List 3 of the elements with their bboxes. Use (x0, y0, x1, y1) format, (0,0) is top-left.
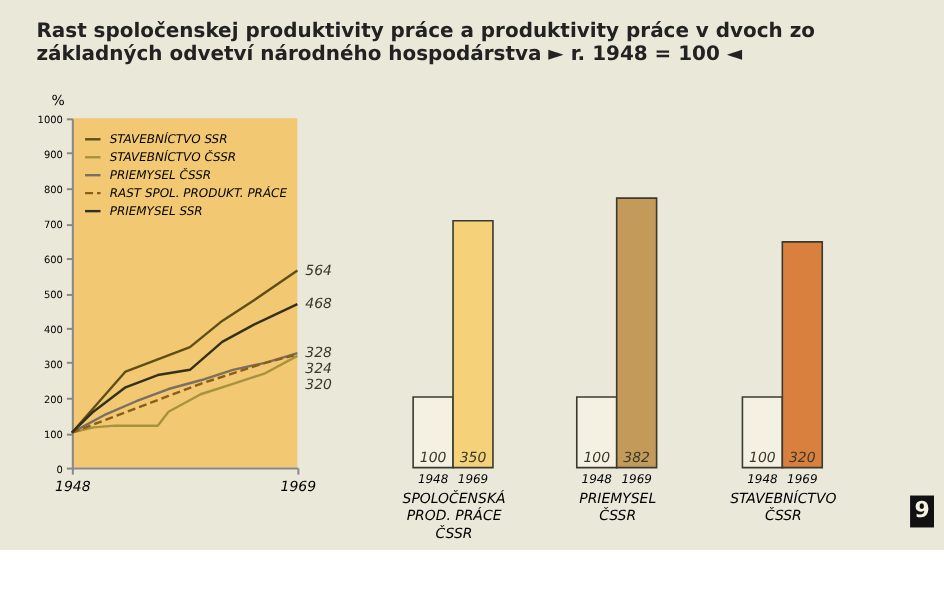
text: 9 (914, 497, 930, 524)
text: Rast spoločenskej produktivity práce a produktivity práce v dvoch zo základných odvetví národného hospodárstva ► r. 1948 = 100 ◄ (36, 20, 816, 67)
line-series (70, 302, 299, 434)
